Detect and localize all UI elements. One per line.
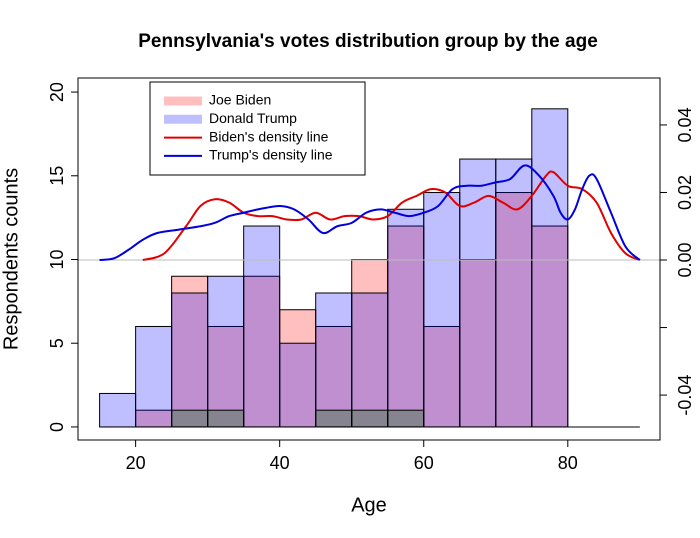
density-line — [142, 170, 641, 261]
y2-tick-label: 0.02 — [675, 175, 695, 210]
histogram-bar — [351, 292, 389, 428]
y2-tick-label: 0.04 — [675, 107, 695, 142]
y2-tick-label: -0.04 — [675, 375, 695, 416]
x-tick-label: 60 — [414, 453, 434, 473]
y-tick-label: 0 — [47, 422, 67, 432]
density-line — [99, 164, 641, 262]
y-axis-label: Respondents counts — [0, 168, 22, 350]
histogram-bar — [423, 192, 461, 428]
y-tick-label: 5 — [47, 338, 67, 348]
y-tick-label: 15 — [47, 166, 67, 186]
histogram-bar — [387, 208, 425, 428]
histogram-bar — [387, 409, 425, 428]
x-tick-label: 80 — [558, 453, 578, 473]
histogram-bar — [171, 409, 209, 428]
legend-label: Donald Trump — [209, 110, 297, 126]
legend-box — [149, 81, 366, 176]
histogram-bar — [279, 342, 317, 428]
histogram-bar — [243, 275, 281, 428]
x-tick-label: 40 — [270, 453, 290, 473]
legend-label: Joe Biden — [209, 92, 271, 108]
histogram-bar — [207, 409, 245, 428]
histogram-bar — [495, 158, 533, 428]
y-tick-label: 20 — [47, 82, 67, 102]
histogram-bar — [387, 225, 425, 428]
chart-title: Pennsylvania's votes distribution group … — [138, 31, 598, 52]
histogram-bar — [135, 325, 173, 428]
y2-tick-label: 0.00 — [675, 242, 695, 277]
legend-label: Trump's density line — [209, 147, 333, 163]
legend: Joe Biden Donald Trump Biden's density lin… — [149, 81, 366, 176]
histogram-bar — [459, 158, 497, 428]
histogram-bar — [207, 275, 245, 428]
histogram-bar — [171, 292, 209, 428]
y-tick-label: 10 — [47, 249, 67, 269]
histogram-bar — [99, 392, 137, 428]
histogram-bar — [315, 292, 353, 428]
histogram-bar — [171, 275, 209, 428]
histogram-bar — [531, 108, 569, 428]
histogram-bar — [351, 409, 389, 428]
histogram-bar — [243, 225, 281, 428]
x-tick-label: 20 — [126, 453, 146, 473]
x-axis-label: Age — [351, 494, 387, 516]
histogram-bar — [315, 409, 353, 428]
legend-label: Biden's density line — [209, 128, 329, 144]
histogram-bar — [495, 192, 533, 428]
